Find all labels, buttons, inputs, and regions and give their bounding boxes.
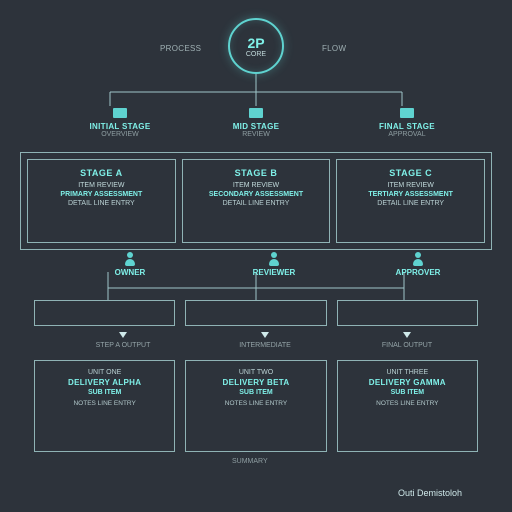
- tier-node-sub: APPROVAL: [362, 131, 452, 138]
- cards-row-lower: UNIT ONE DELIVERY ALPHA SUB ITEM NOTES L…: [34, 360, 478, 452]
- arrow-down-icon: [403, 332, 411, 338]
- card-line: TERTIARY ASSESSMENT: [343, 191, 478, 198]
- arrow-down-icon: [119, 332, 127, 338]
- mid-node: APPROVER: [388, 252, 448, 277]
- card-heading: STAGE A: [34, 168, 169, 178]
- card-line: DETAIL LINE ENTRY: [343, 200, 478, 207]
- card-line: DETAIL LINE ENTRY: [34, 200, 169, 207]
- arrow-caption: INTERMEDIATE: [220, 332, 310, 349]
- card-line: UNIT THREE: [344, 369, 471, 376]
- card: UNIT ONE DELIVERY ALPHA SUB ITEM NOTES L…: [34, 360, 175, 452]
- card-line: PRIMARY ASSESSMENT: [34, 191, 169, 198]
- card-line: NOTES LINE ENTRY: [344, 400, 471, 407]
- card: UNIT THREE DELIVERY GAMMA SUB ITEM NOTES…: [337, 360, 478, 452]
- credit-text: Outi Demistoloh: [398, 488, 462, 498]
- card-line: ITEM REVIEW: [343, 182, 478, 189]
- top-badge-big: 2P: [247, 35, 264, 51]
- top-badge: 2P CORE: [228, 18, 284, 74]
- card-heading: STAGE B: [189, 168, 324, 178]
- slim-box: [34, 300, 175, 326]
- card-line: ITEM REVIEW: [34, 182, 169, 189]
- arrow-caption-text: INTERMEDIATE: [220, 342, 310, 349]
- card-line: SECONDARY ASSESSMENT: [189, 191, 324, 198]
- slim-box: [337, 300, 478, 326]
- mid-node-label: OWNER: [100, 268, 160, 277]
- card-line: NOTES LINE ENTRY: [41, 400, 168, 407]
- mid-node-label: APPROVER: [388, 268, 448, 277]
- tier-node-title: MID STAGE: [216, 122, 296, 131]
- card-line: UNIT TWO: [192, 369, 319, 376]
- tier-node-sub: OVERVIEW: [80, 131, 160, 138]
- card-heading: DELIVERY ALPHA: [41, 378, 168, 387]
- card-line: SUB ITEM: [41, 389, 168, 396]
- tier-node: MID STAGE REVIEW: [216, 108, 296, 138]
- arrow-caption-text: STEP A OUTPUT: [78, 342, 168, 349]
- card: UNIT TWO DELIVERY BETA SUB ITEM NOTES LI…: [185, 360, 326, 452]
- mid-node-label: REVIEWER: [244, 268, 304, 277]
- diagram-canvas: 2P CORE PROCESS FLOW INITIAL STAGE OVERV…: [0, 0, 512, 512]
- tier-node: FINAL STAGE APPROVAL: [362, 108, 452, 138]
- card-line: SUB ITEM: [344, 389, 471, 396]
- cube-icon: [113, 108, 127, 118]
- arrow-down-icon: [261, 332, 269, 338]
- arrow-caption-text: FINAL OUTPUT: [362, 342, 452, 349]
- top-badge-small: CORE: [246, 51, 266, 58]
- tier-node-sub: REVIEW: [216, 131, 296, 138]
- card-heading: STAGE C: [343, 168, 478, 178]
- card: STAGE A ITEM REVIEW PRIMARY ASSESSMENT D…: [27, 159, 176, 243]
- card: STAGE C ITEM REVIEW TERTIARY ASSESSMENT …: [336, 159, 485, 243]
- slim-boxes-row: [34, 300, 478, 326]
- card-line: UNIT ONE: [41, 369, 168, 376]
- card-line: ITEM REVIEW: [189, 182, 324, 189]
- person-icon: [125, 252, 135, 266]
- card-line: DETAIL LINE ENTRY: [189, 200, 324, 207]
- cube-icon: [249, 108, 263, 118]
- card-heading: DELIVERY BETA: [192, 378, 319, 387]
- card-line: SUB ITEM: [192, 389, 319, 396]
- tier-node-title: FINAL STAGE: [362, 122, 452, 131]
- footer-caption: SUMMARY: [232, 458, 268, 465]
- tier-node-title: INITIAL STAGE: [80, 122, 160, 131]
- slim-box: [185, 300, 326, 326]
- tier-node: INITIAL STAGE OVERVIEW: [80, 108, 160, 138]
- side-label-left: PROCESS: [160, 44, 201, 53]
- arrow-caption: FINAL OUTPUT: [362, 332, 452, 349]
- mid-node: OWNER: [100, 252, 160, 277]
- card-heading: DELIVERY GAMMA: [344, 378, 471, 387]
- card: STAGE B ITEM REVIEW SECONDARY ASSESSMENT…: [182, 159, 331, 243]
- person-icon: [413, 252, 423, 266]
- cards-row-upper: STAGE A ITEM REVIEW PRIMARY ASSESSMENT D…: [20, 152, 492, 250]
- card-line: NOTES LINE ENTRY: [192, 400, 319, 407]
- cube-icon: [400, 108, 414, 118]
- mid-node: REVIEWER: [244, 252, 304, 277]
- side-label-right: FLOW: [322, 44, 346, 53]
- person-icon: [269, 252, 279, 266]
- arrow-caption: STEP A OUTPUT: [78, 332, 168, 349]
